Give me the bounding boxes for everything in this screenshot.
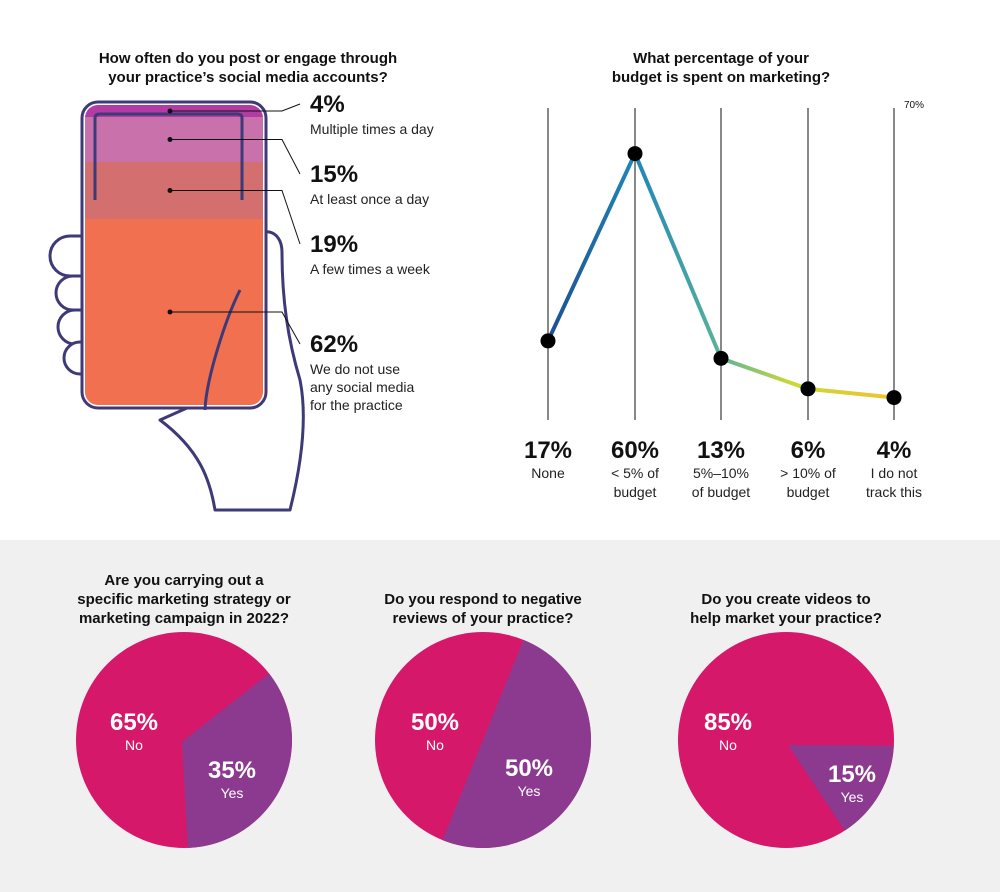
line-chart-pct-label: 17% — [524, 437, 572, 464]
phone-pct-label: 62% — [310, 331, 358, 358]
line-chart-category-label: 5%–10% — [693, 465, 749, 481]
line-chart-point — [540, 333, 556, 349]
pie-chart: Do you create videos to help market your … — [678, 591, 894, 848]
pie-slice-yes — [788, 745, 894, 831]
line-chart-pct-label: 13% — [697, 437, 745, 464]
pie-no-label: No — [426, 737, 444, 753]
pie-no-pct: 85% — [704, 709, 752, 736]
thumb-outline — [203, 289, 242, 411]
phone-chart-title-line-2: your practice’s social media accounts? — [108, 69, 388, 86]
line-chart-category-label: budget — [614, 484, 657, 500]
pie-chart: Do you respond to negative reviews of you… — [375, 591, 592, 849]
line-chart-point — [627, 146, 643, 162]
pie-slice-yes — [442, 639, 592, 849]
phone-segments — [85, 105, 263, 405]
pie-yes-pct: 15% — [828, 761, 876, 788]
phone-pct-label: 4% — [310, 91, 345, 118]
pie-yes-label: Yes — [841, 789, 864, 805]
pie-title-line: marketing campaign in 2022? — [79, 610, 289, 627]
phone-category-label: A few times a week — [310, 261, 431, 277]
pie-yes-pct: 50% — [505, 755, 553, 782]
phone-pct-label: 19% — [310, 231, 358, 258]
line-chart-title-line-1: What percentage of your — [633, 50, 809, 67]
phone-category-label: any social media — [310, 379, 414, 395]
pie-yes-label: Yes — [518, 783, 541, 799]
phone-pct-label: 15% — [310, 161, 358, 188]
phone-leader-line — [170, 139, 301, 175]
pie-charts: Are you carrying out a specific marketing… — [76, 572, 894, 849]
pie-no-label: No — [719, 737, 737, 753]
pie-title-line: reviews of your practice? — [393, 610, 574, 627]
phone-category-label: Multiple times a day — [310, 121, 434, 137]
pie-chart: Are you carrying out a specific marketing… — [76, 572, 292, 848]
phone-labels: 4% Multiple times a day 15% At least once a… — [167, 91, 434, 413]
pie-title-line: specific marketing strategy or — [77, 591, 291, 608]
pie-title-line: Are you carrying out a — [104, 572, 264, 589]
pie-title-line: Do you create videos to — [701, 591, 870, 608]
line-chart-category-label: < 5% of — [611, 465, 659, 481]
line-chart-ymax-label: 70% — [904, 100, 924, 111]
line-chart-pct-label: 6% — [791, 437, 826, 464]
phone-category-label: We do not use — [310, 361, 400, 377]
line-chart-point — [800, 381, 816, 397]
phone-category-label: At least once a day — [310, 191, 429, 207]
line-chart-point — [886, 390, 902, 406]
pie-no-pct: 50% — [411, 709, 459, 736]
line-chart-title-line-2: budget is spent on marketing? — [612, 69, 830, 86]
line-chart-pct-label: 60% — [611, 437, 659, 464]
pie-yes-label: Yes — [221, 785, 244, 801]
phone-leader-line — [170, 103, 301, 112]
phone-speaker-line — [93, 112, 244, 130]
line-chart-labels: 17%None 60%< 5% of budget 13%5%–10% of budge… — [524, 437, 922, 500]
line-chart-category-label: I do not — [871, 465, 918, 481]
line-chart-category-label: budget — [787, 484, 830, 500]
pie-yes-pct: 35% — [208, 757, 256, 784]
line-chart-category-label: > 10% of — [780, 465, 836, 481]
pie-title-line: help market your practice? — [690, 610, 882, 627]
pie-no-label: No — [125, 737, 143, 753]
phone-category-label: for the practice — [310, 397, 403, 413]
phone-leader-line — [170, 190, 301, 245]
social-media-frequency-chart: How often do you post or engage through … — [48, 50, 434, 512]
marketing-budget-chart: What percentage of your budget is spent … — [524, 50, 924, 500]
phone-chart-title-line-1: How often do you post or engage through — [99, 50, 397, 67]
line-chart-point — [713, 350, 729, 366]
pie-slice-yes — [182, 673, 292, 848]
line-chart-category-label: of budget — [692, 484, 750, 500]
pie-no-pct: 65% — [110, 709, 158, 736]
line-chart-category-label: track this — [866, 484, 922, 500]
line-chart-pct-label: 4% — [877, 437, 912, 464]
line-chart-series — [540, 146, 902, 406]
line-chart-gridlines — [547, 108, 895, 420]
phone-leader-line — [170, 311, 301, 345]
line-chart-category-label: None — [531, 465, 565, 481]
pie-title-line: Do you respond to negative — [384, 591, 582, 608]
